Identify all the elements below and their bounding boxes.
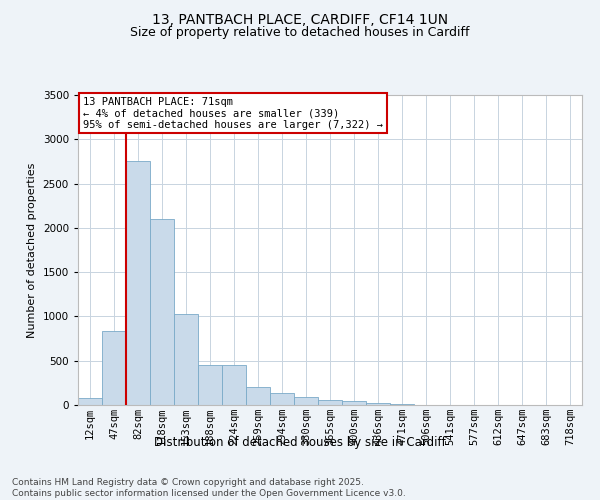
Text: 13, PANTBACH PLACE, CARDIFF, CF14 1UN: 13, PANTBACH PLACE, CARDIFF, CF14 1UN xyxy=(152,12,448,26)
Bar xyxy=(126,162,150,405)
Text: 13 PANTBACH PLACE: 71sqm
← 4% of detached houses are smaller (339)
95% of semi-d: 13 PANTBACH PLACE: 71sqm ← 4% of detache… xyxy=(83,96,383,130)
Text: Contains HM Land Registry data © Crown copyright and database right 2025.
Contai: Contains HM Land Registry data © Crown c… xyxy=(12,478,406,498)
Bar xyxy=(342,402,366,405)
Bar xyxy=(78,398,102,405)
Bar xyxy=(270,392,294,405)
Bar xyxy=(198,365,222,405)
Bar xyxy=(150,219,174,405)
Bar xyxy=(222,365,246,405)
Text: Size of property relative to detached houses in Cardiff: Size of property relative to detached ho… xyxy=(130,26,470,39)
Bar xyxy=(246,388,270,405)
Text: Distribution of detached houses by size in Cardiff: Distribution of detached houses by size … xyxy=(154,436,446,449)
Bar xyxy=(318,400,342,405)
Y-axis label: Number of detached properties: Number of detached properties xyxy=(27,162,37,338)
Bar xyxy=(174,314,198,405)
Bar xyxy=(102,332,126,405)
Bar xyxy=(390,404,414,405)
Bar xyxy=(366,403,390,405)
Bar xyxy=(294,398,318,405)
